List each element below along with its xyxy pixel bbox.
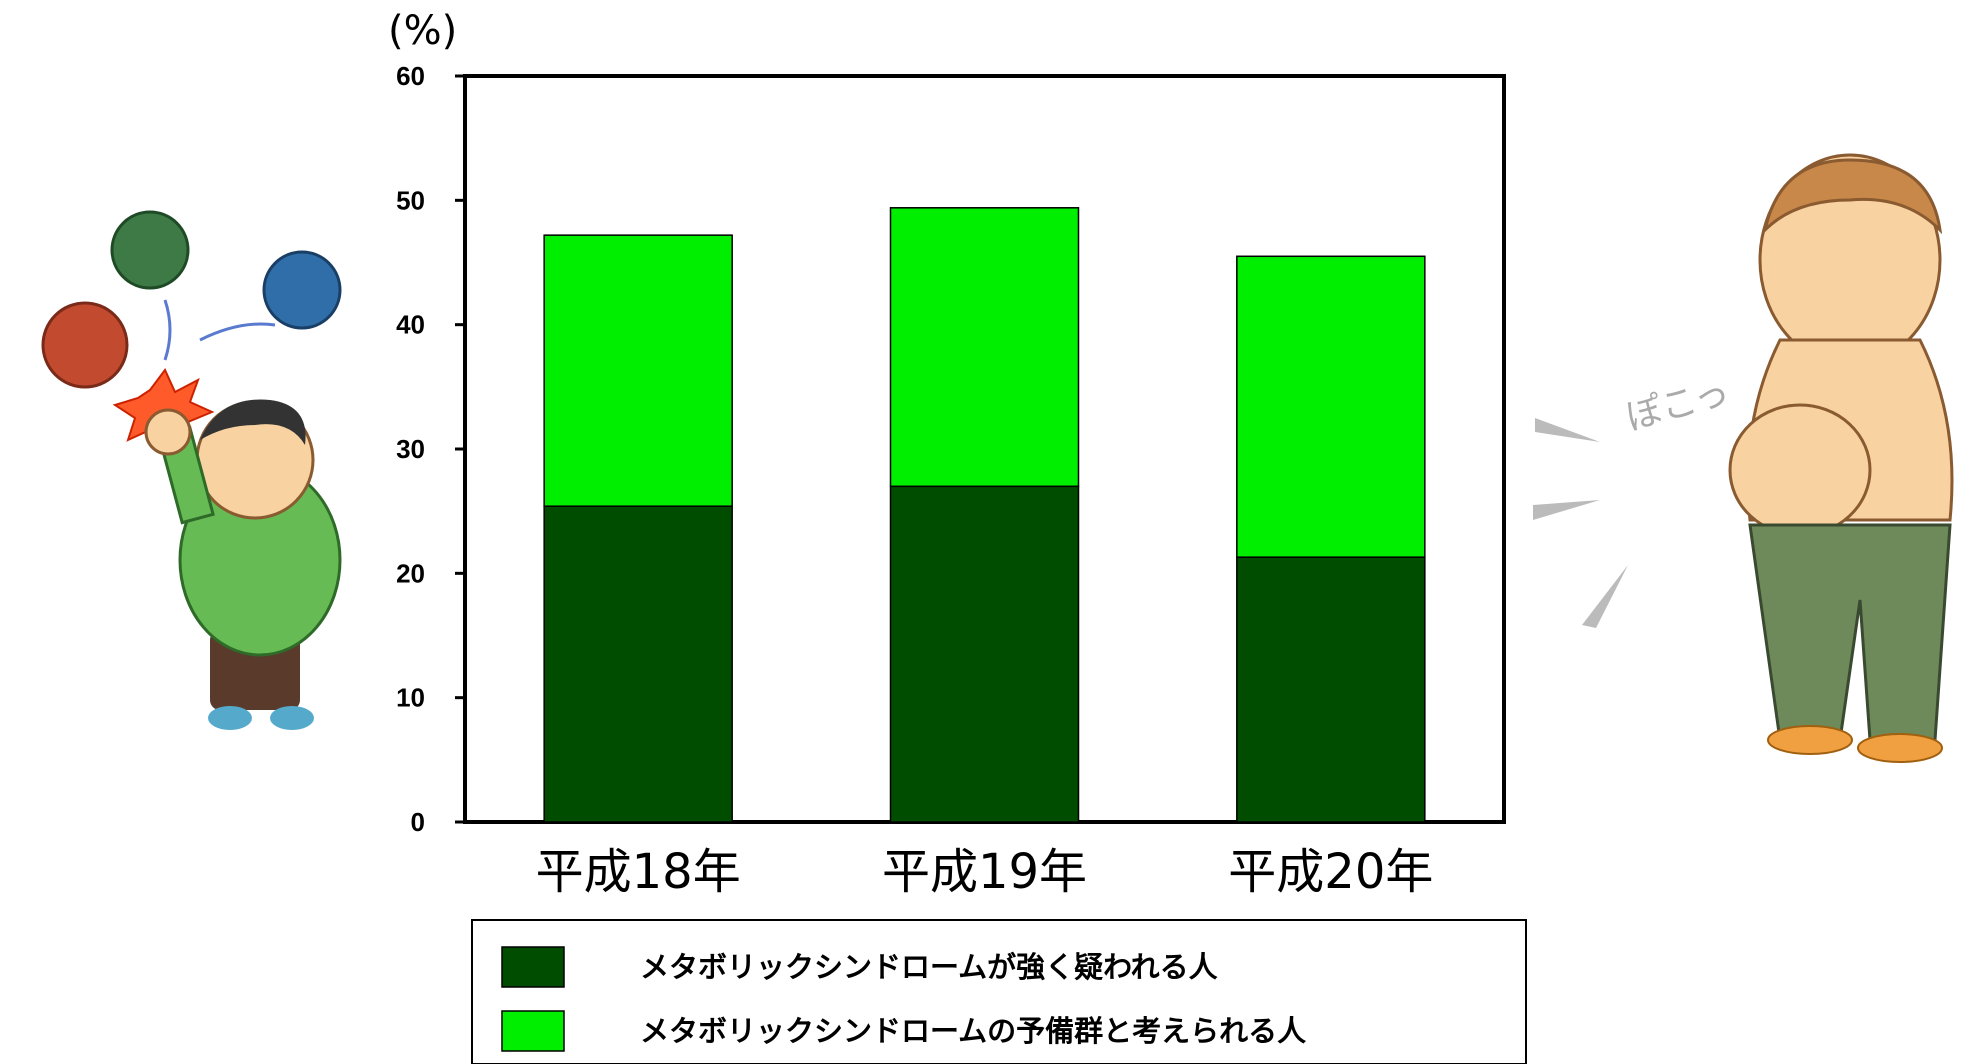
man-icon <box>144 399 342 730</box>
y-tick-label: 30 <box>396 434 425 464</box>
legend-swatch <box>501 1010 565 1052</box>
y-tick-label: 10 <box>396 683 425 713</box>
emphasis-lines-icon <box>1533 418 1628 628</box>
y-tick-label: 20 <box>396 558 425 588</box>
y-tick-label: 40 <box>396 310 425 340</box>
x-tick-label: 平成19年 <box>882 844 1087 900</box>
chart-plot: 0 10 20 30 40 50 60 平成18年 平成19年 平成20年 (%) <box>388 8 1506 900</box>
bar-reserve-group-2 <box>889 207 1080 488</box>
right-illustration: ぽこっ <box>1533 153 1954 763</box>
x-tick-label: 平成20年 <box>1228 844 1433 900</box>
y-tick-label: 50 <box>396 185 425 215</box>
germ-icon <box>41 210 342 389</box>
legend: メタボリックシンドロームが強く疑われる人メタボリックシンドロームの予備群と考えら… <box>471 919 1527 1064</box>
x-tick-label: 平成18年 <box>536 844 741 900</box>
belly-man-icon <box>1728 153 1954 763</box>
y-tick-label: 60 <box>396 61 425 91</box>
y-axis-unit: (%) <box>388 8 457 54</box>
bar-reserve-group-1 <box>543 234 733 507</box>
legend-swatch <box>501 946 565 988</box>
bar-strongly-suspected-3 <box>1236 556 1426 823</box>
legend-label: メタボリックシンドロームが強く疑われる人 <box>640 950 1218 984</box>
left-illustration <box>41 210 342 730</box>
bar-strongly-suspected-2 <box>889 485 1080 823</box>
bar-reserve-group-3 <box>1236 255 1426 558</box>
legend-box <box>471 919 1527 1064</box>
legend-label: メタボリックシンドロームの予備群と考えられる人 <box>640 1014 1306 1048</box>
bar-strongly-suspected-1 <box>543 505 733 823</box>
belly-sound-text: ぽこっ <box>1622 372 1735 439</box>
y-tick-label: 0 <box>411 807 425 837</box>
